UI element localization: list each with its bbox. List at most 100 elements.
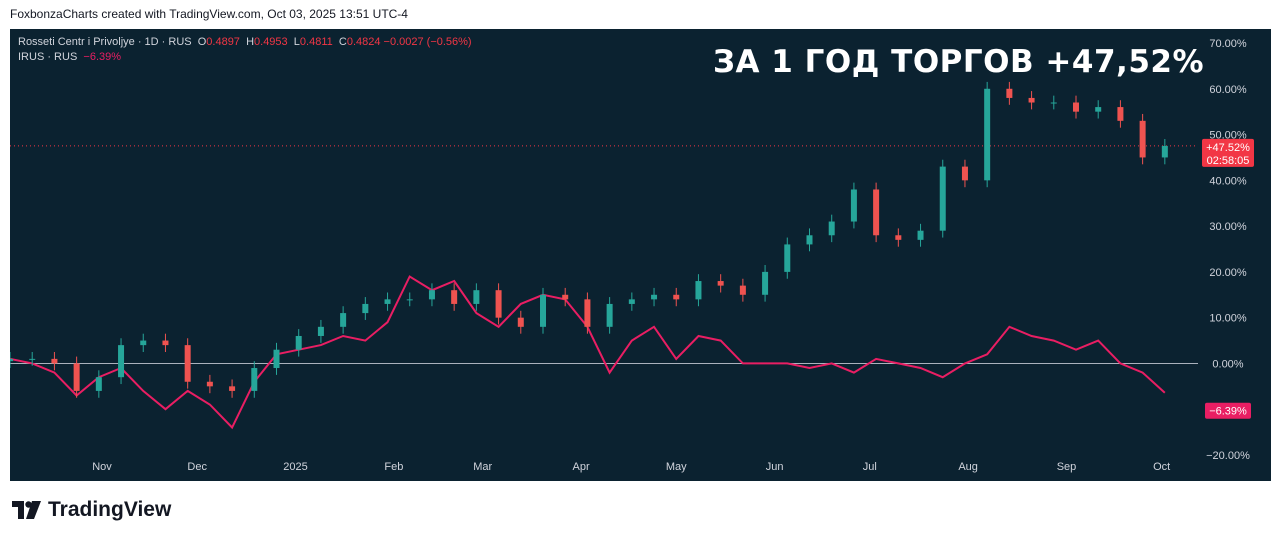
candle-body bbox=[1139, 120, 1146, 158]
chart-caption: FoxbonzaCharts created with TradingView.… bbox=[10, 7, 408, 21]
compare-label-value: −6.39% bbox=[1209, 406, 1247, 418]
x-tick-label: Nov bbox=[92, 461, 112, 473]
candle-body bbox=[495, 290, 502, 318]
candle-body bbox=[184, 345, 191, 382]
candle-body bbox=[562, 294, 569, 300]
legend-low-label: L bbox=[293, 36, 300, 48]
candle-body bbox=[273, 349, 280, 369]
candle-body bbox=[784, 244, 791, 272]
chart-svg[interactable]: 70.00% 60.00% 50.00% 40.00% 30.00% 20.00% 10.0… bbox=[10, 29, 1271, 481]
legend-compare-row: IRUS · RUS −6.39% bbox=[18, 50, 472, 65]
candle-body bbox=[717, 281, 724, 286]
x-tick-label: 2025 bbox=[283, 461, 307, 473]
candle-body bbox=[873, 189, 880, 236]
x-tick-label: Mar bbox=[473, 461, 492, 473]
y-tick-label: 50.00% bbox=[1209, 130, 1247, 142]
candle-body bbox=[140, 340, 147, 346]
candle-body bbox=[628, 299, 635, 304]
price-label-box bbox=[1202, 138, 1254, 167]
candle-body bbox=[229, 386, 236, 391]
x-tick-label: Aug bbox=[958, 461, 978, 473]
candle-body bbox=[961, 166, 968, 181]
candle-body bbox=[739, 285, 746, 295]
legend-close-label: C bbox=[338, 36, 347, 48]
x-tick-label: Apr bbox=[573, 461, 590, 473]
candle-body bbox=[384, 299, 391, 304]
candle-body bbox=[895, 235, 902, 240]
legend-main-row: Rosseti Centr i Privoljye · 1D · RUS O0.… bbox=[18, 35, 472, 50]
legend-low-value: 0.4811 bbox=[299, 36, 333, 48]
candle-body bbox=[428, 290, 435, 300]
x-tick-label: Oct bbox=[1153, 461, 1170, 473]
legend-open-label: O bbox=[197, 36, 207, 48]
candle-body bbox=[828, 221, 835, 236]
candle-body bbox=[1095, 107, 1102, 112]
y-tick-label: 40.00% bbox=[1209, 175, 1247, 187]
y-tick-label: 60.00% bbox=[1209, 84, 1247, 96]
x-tick-label: Jun bbox=[766, 461, 784, 473]
candle-body bbox=[695, 281, 702, 300]
candle-body bbox=[1117, 107, 1124, 121]
legend-compare-value: −6.39% bbox=[83, 51, 122, 63]
price-label-countdown: 02:58:05 bbox=[1207, 155, 1250, 167]
candle-body bbox=[73, 363, 80, 391]
y-tick-label: 0.00% bbox=[1212, 358, 1243, 370]
candle-body bbox=[95, 377, 102, 391]
candle-body bbox=[451, 290, 458, 304]
candle-body bbox=[584, 299, 591, 327]
x-tick-label: Sep bbox=[1057, 461, 1077, 473]
candle-body bbox=[539, 294, 546, 327]
legend-close-value: 0.4824 −0.0027 (−0.56%) bbox=[346, 36, 472, 48]
candle-body bbox=[51, 358, 58, 364]
chart-panel[interactable]: 70.00% 60.00% 50.00% 40.00% 30.00% 20.00% 10.0… bbox=[10, 29, 1271, 481]
candle-body bbox=[162, 340, 169, 346]
candle-body bbox=[917, 230, 924, 240]
tradingview-logo-icon bbox=[12, 501, 41, 519]
price-label-value: +47.52% bbox=[1206, 142, 1250, 154]
legend-open-value: 0.4897 bbox=[206, 36, 240, 48]
candle-body bbox=[295, 335, 302, 350]
candle-body bbox=[1028, 97, 1035, 103]
candle-body bbox=[406, 299, 413, 301]
candle-body bbox=[651, 294, 658, 300]
candle-body bbox=[762, 271, 769, 295]
y-tick-label: 30.00% bbox=[1209, 221, 1247, 233]
y-tick-label: −20.00% bbox=[1206, 450, 1250, 462]
chart-legend: Rosseti Centr i Privoljye · 1D · RUS O0.… bbox=[18, 35, 472, 65]
headline-overlay: ЗА 1 ГОД ТОРГОВ +47,52% bbox=[713, 44, 1205, 80]
candle-body bbox=[1050, 102, 1057, 104]
legend-high-value: 0.4953 bbox=[254, 36, 288, 48]
x-tick-label: Feb bbox=[384, 461, 403, 473]
x-tick-label: May bbox=[666, 461, 687, 473]
candle-body bbox=[206, 381, 213, 387]
candle-body bbox=[517, 317, 524, 327]
candle-body bbox=[340, 313, 347, 327]
x-tick-label: Dec bbox=[187, 461, 207, 473]
candle-body bbox=[939, 166, 946, 231]
candle-body bbox=[606, 303, 613, 327]
x-tick-label: Jul bbox=[863, 461, 877, 473]
candle-body bbox=[806, 235, 813, 245]
footer-branding[interactable]: TradingView bbox=[12, 498, 171, 522]
candle-body bbox=[362, 303, 369, 314]
candle-body bbox=[473, 290, 480, 304]
candle-body bbox=[10, 358, 13, 362]
legend-compare-symbol[interactable]: IRUS · RUS bbox=[18, 51, 78, 63]
legend-high-label: H bbox=[246, 36, 255, 48]
candle-body bbox=[984, 88, 991, 181]
candle-body bbox=[317, 326, 324, 336]
candle-body bbox=[1072, 102, 1079, 112]
y-tick-label: 20.00% bbox=[1209, 267, 1247, 279]
candle-body bbox=[1006, 88, 1013, 98]
y-tick-label: 10.00% bbox=[1209, 313, 1247, 325]
candle-body bbox=[673, 294, 680, 300]
legend-symbol[interactable]: Rosseti Centr i Privoljye · 1D · RUS bbox=[18, 36, 192, 48]
candle-body bbox=[251, 368, 258, 391]
candle-body bbox=[850, 189, 857, 222]
compare-label-box bbox=[1205, 402, 1251, 419]
candle-body bbox=[118, 345, 125, 378]
candle-body bbox=[29, 358, 36, 360]
candle-body bbox=[1161, 145, 1168, 158]
footer-brand-text: TradingView bbox=[48, 498, 172, 521]
y-tick-label: 70.00% bbox=[1209, 38, 1247, 50]
